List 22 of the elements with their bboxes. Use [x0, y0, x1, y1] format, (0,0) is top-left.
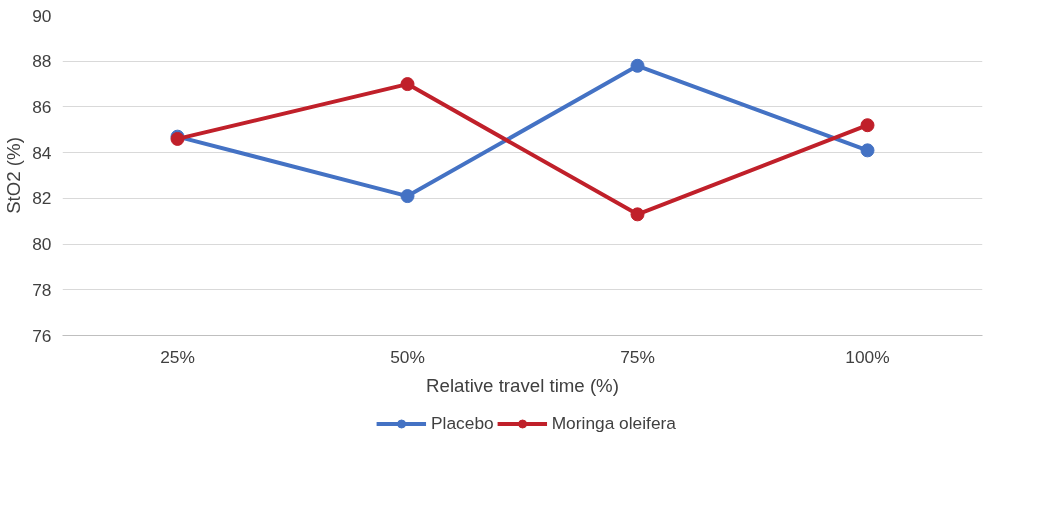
point — [400, 189, 415, 204]
x-tick-label: 100% — [845, 346, 890, 367]
x-tick-label: 75% — [620, 346, 655, 367]
x-axis-title: Relative travel time (%) — [426, 374, 619, 396]
point — [860, 118, 875, 133]
y-tick-label: 78 — [32, 279, 52, 300]
y-tick-label: 76 — [32, 325, 52, 346]
y-tick-label: 88 — [32, 51, 52, 72]
x-tick-label: 25% — [160, 346, 195, 367]
legend-label: Moringa oleifera — [551, 412, 676, 434]
y-tick-label: 86 — [32, 96, 52, 117]
point — [860, 143, 875, 158]
point — [400, 77, 415, 92]
y-tick-label: 84 — [32, 142, 52, 163]
legend-label: Placebo — [431, 412, 494, 434]
y-axis-title: StO2 (%) — [3, 137, 25, 214]
point — [630, 207, 645, 222]
point — [630, 58, 645, 73]
y-tick-label: 80 — [32, 234, 52, 255]
x-tick-label: 50% — [390, 346, 425, 367]
y-tick-label: 82 — [32, 188, 52, 209]
y-tick-label: 90 — [32, 5, 52, 26]
